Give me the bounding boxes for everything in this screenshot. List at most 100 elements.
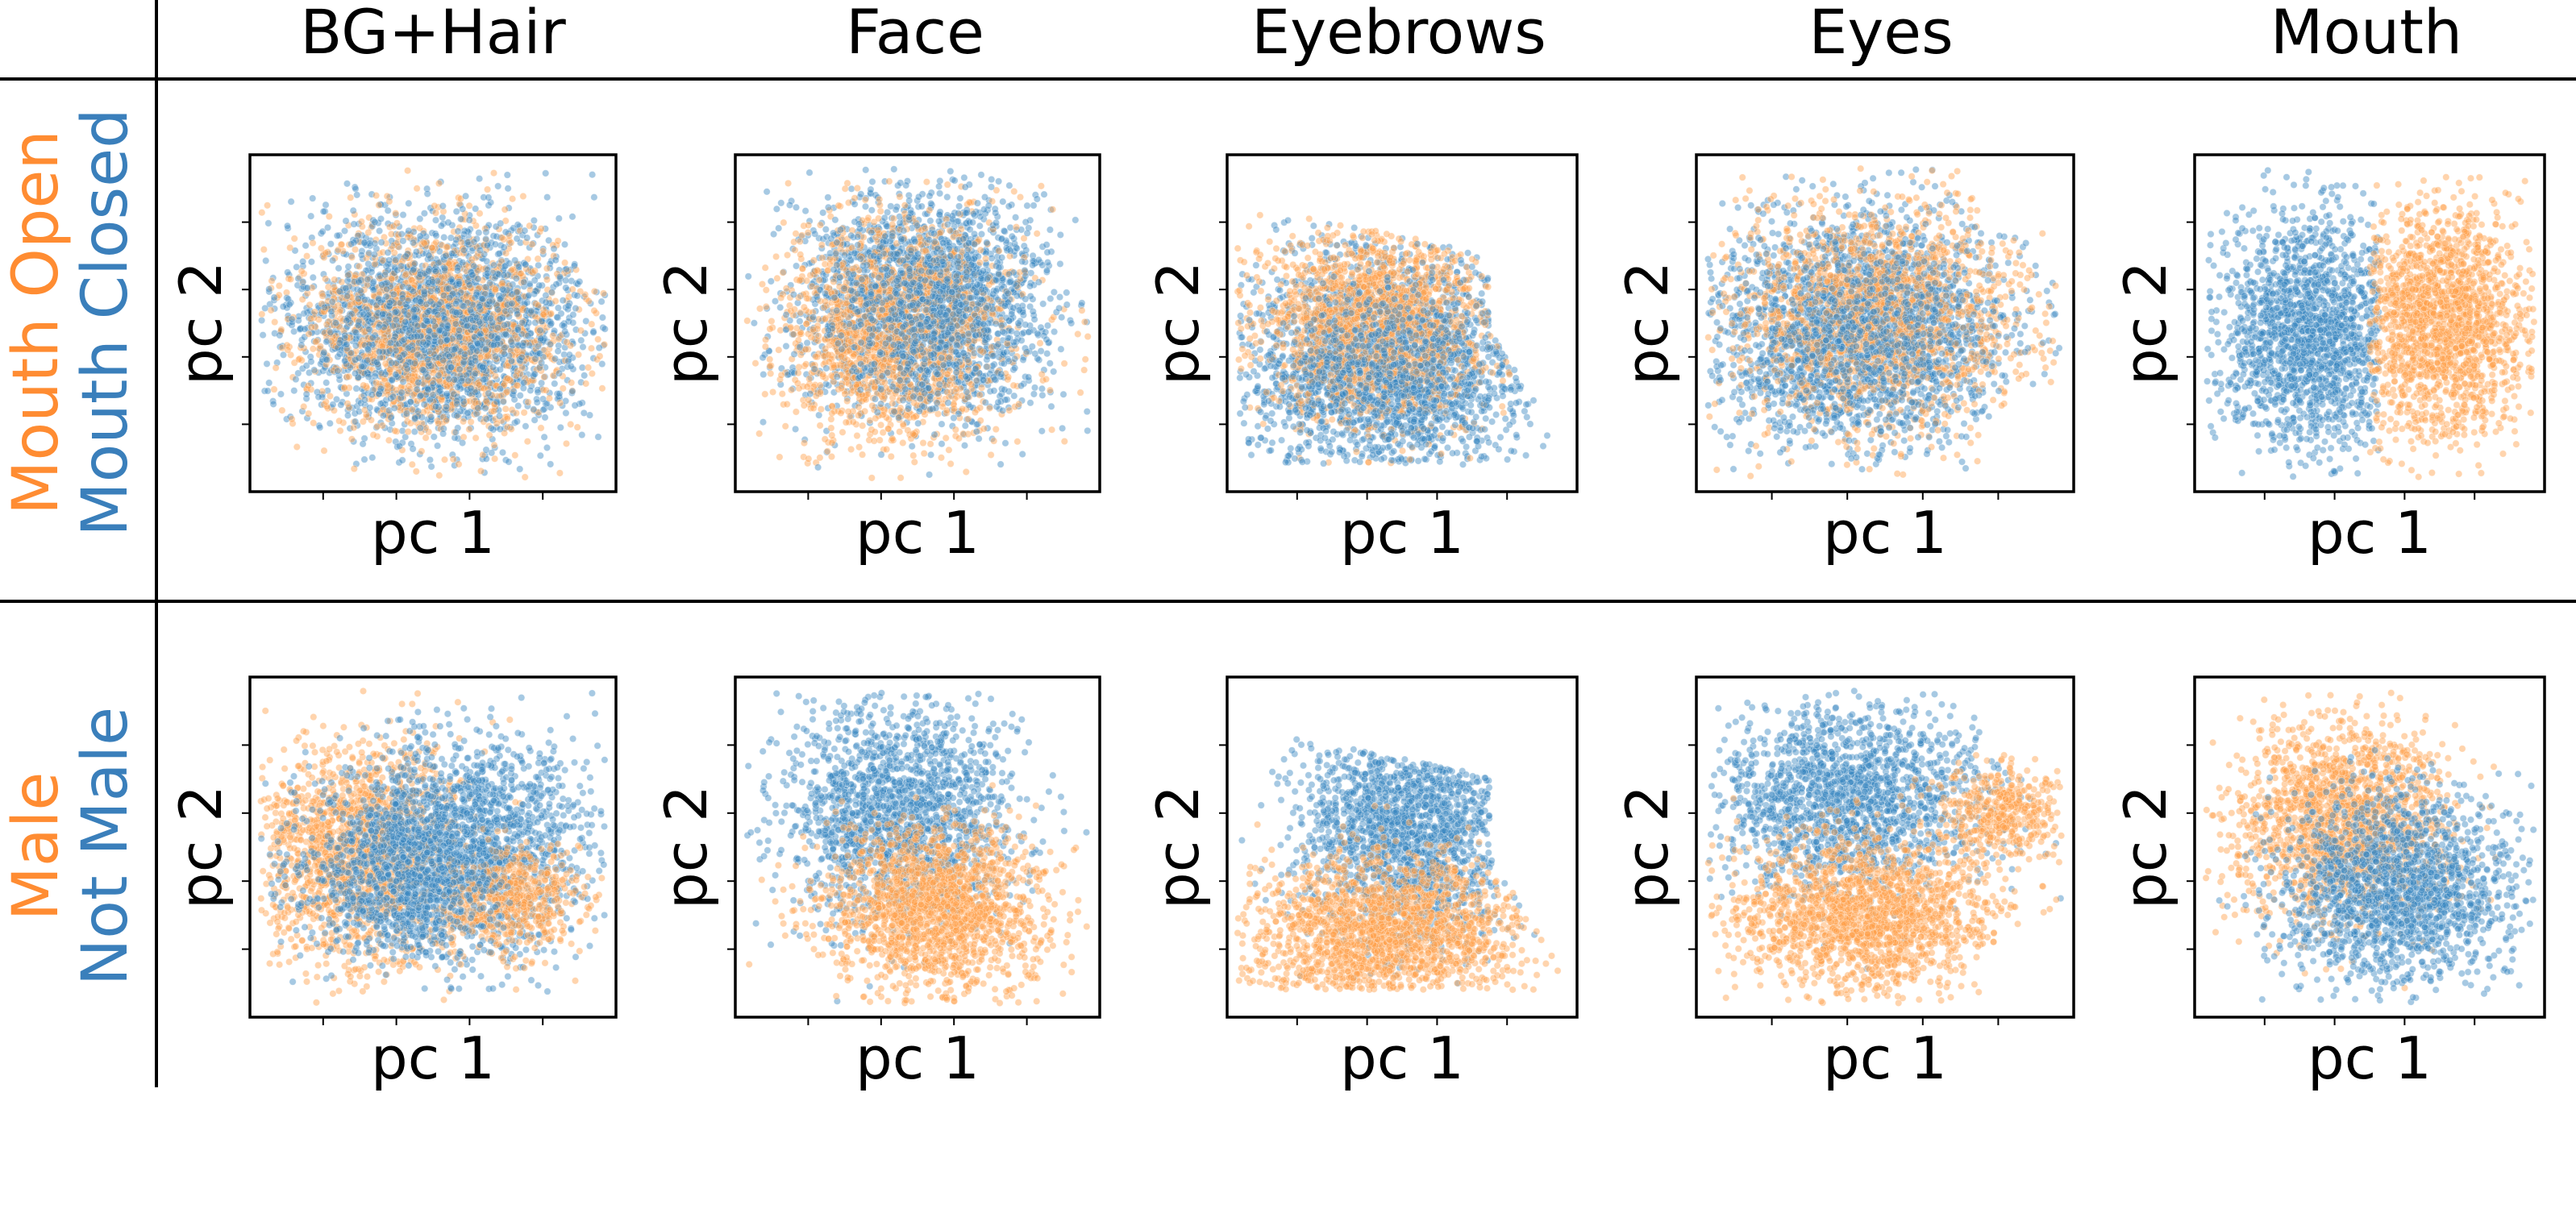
scatter-point [580,343,586,350]
scatter-point [601,326,608,332]
scatter-point [495,183,501,189]
scatter-point [310,274,316,280]
scatter-point [553,281,560,288]
scatter-point [428,463,435,470]
scatter-point [310,239,316,246]
scatter-point [351,465,357,472]
scatter-point [499,449,506,455]
scatter-panel-0-0: pc 1pc 2 [167,155,616,567]
scatter-point [344,412,351,418]
scatter-point [537,452,543,459]
scatter-point [598,298,605,305]
scatter-point [393,210,399,216]
scatter-point [542,414,548,421]
scatter-point [517,393,523,399]
scatter-point [581,372,588,379]
scatter-point [514,418,520,425]
scatter-point [496,250,502,256]
scatter-point [531,417,538,423]
scatter-point [477,467,484,474]
scatter-point [508,239,514,246]
scatter-point [441,234,447,240]
scatter-point [298,268,305,274]
scatter-point [368,417,374,423]
scatter-point [591,288,597,294]
scatter-point [509,196,515,202]
scatter-point [338,401,344,408]
scatter-point [279,407,285,413]
scatter-point [589,172,595,178]
scatter-point [376,202,382,208]
scatter-point [360,441,366,447]
scatter-point [522,474,528,480]
scatter-point [543,444,550,451]
scatter-point [291,388,298,394]
scatter-point [557,400,564,406]
scatter-point [538,425,544,431]
scatter-point [361,456,368,463]
scatter-point [543,265,550,272]
scatter-point [417,215,423,222]
scatter-point [517,466,523,472]
scatter-panels: pc 1pc 2pc 1pc 2pc 1pc 2pc 1pc 2pc 1pc 2… [0,0,2576,1087]
scatter-point [284,222,290,229]
scatter-point [569,214,576,220]
scatter-point [541,434,547,440]
scatter-point [280,303,286,310]
scatter-point [277,391,284,397]
scatter-point [326,213,332,219]
scatter-point [504,172,510,178]
scatter-point [524,438,531,445]
scatter-point [439,214,446,221]
scatter-point [575,351,581,358]
scatter-point [264,388,271,394]
scatter-point [376,227,382,234]
scatter-point [579,431,585,438]
scatter-point [260,332,266,339]
scatter-point [264,360,270,367]
scatter-point [345,264,352,270]
scatter-point [589,321,595,327]
scatter-point [331,276,338,283]
scatter-point [285,269,291,276]
scatter-point [599,385,606,392]
scatter-point [551,380,558,387]
scatter-point [432,217,439,223]
scatter-point [288,198,294,205]
scatter-point [576,278,583,285]
scatter-point [506,459,512,465]
scatter-point [522,423,529,430]
scatter-point [436,472,443,479]
scatter-point [322,276,328,282]
scatter-point [476,230,482,236]
scatter-point [386,198,393,205]
scatter-point [302,243,309,249]
scatter-point [557,424,564,430]
scatter-point [421,210,427,217]
scatter-point [468,418,474,425]
scatter-point [347,194,354,201]
scatter-point [599,314,606,321]
scatter-point [544,194,551,201]
scatter-point [406,200,412,206]
scatter-figure: BG+Hair Face Eyebrows Eyes Mouth Mouth O… [0,0,2576,1087]
scatter-point [310,195,316,202]
scatter-point [581,409,587,416]
scatter-point [385,437,392,443]
scatter-point [520,193,526,199]
scatter-point [266,380,273,386]
scatter-point [377,215,384,222]
scatter-point [320,208,327,214]
scatter-point [346,405,352,411]
scatter-point [431,434,437,440]
scatter-point [287,244,293,251]
scatter-point [547,461,554,467]
scatter-point [385,207,391,214]
scatter-point [306,301,313,308]
scatter-point [369,455,376,461]
scatter-point [505,185,511,192]
scatter-point [327,420,333,426]
scatter-point [400,211,406,218]
scatter-point [515,402,522,409]
scatter-point [564,339,570,345]
